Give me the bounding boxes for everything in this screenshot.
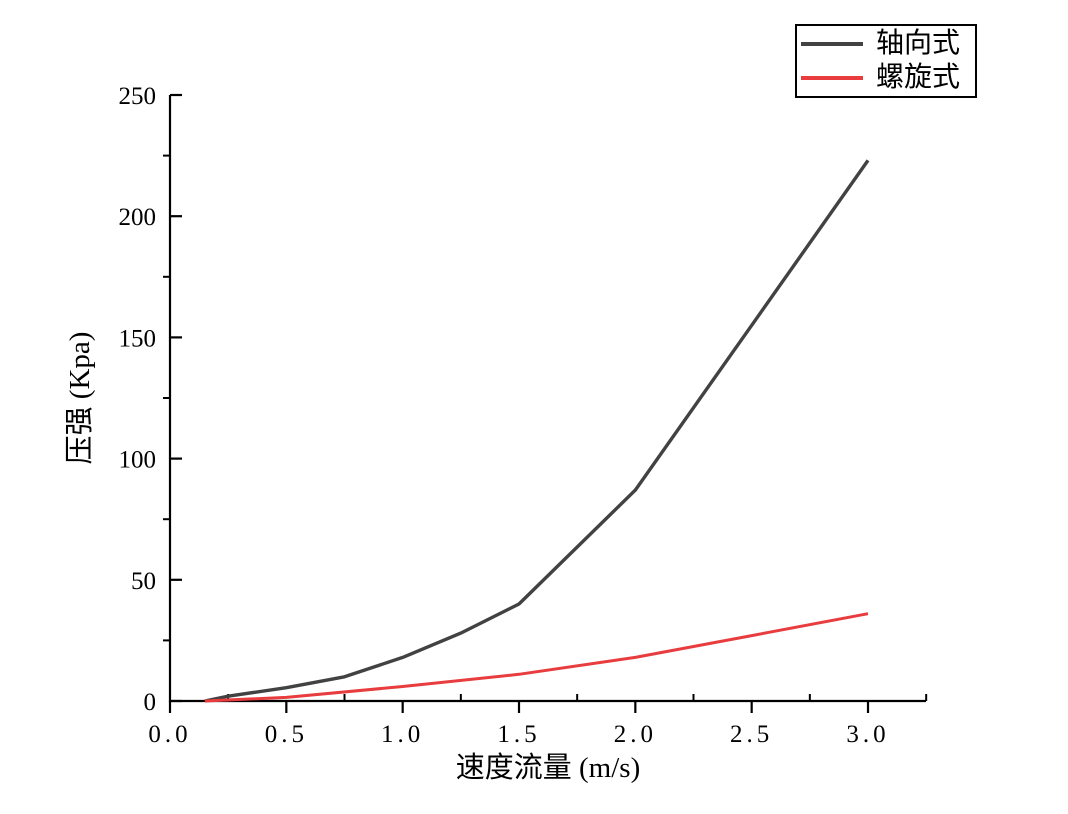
y-tick-label: 50 bbox=[131, 568, 156, 595]
y-tick-label: 250 bbox=[119, 83, 157, 110]
x-major-ticks bbox=[168, 701, 870, 713]
y-tick-labels: 0 50 100 150 200 250 bbox=[119, 83, 157, 716]
x-tick-label: 1.5 bbox=[497, 721, 540, 748]
y-tick-label: 200 bbox=[119, 204, 157, 231]
x-tick-label: 2.0 bbox=[614, 721, 657, 748]
x-tick-label: 2.5 bbox=[730, 721, 773, 748]
legend-box: 轴向式 螺旋式 bbox=[795, 24, 977, 98]
legend-item-spiral: 螺旋式 bbox=[797, 61, 975, 95]
series-spiral-line bbox=[204, 612, 869, 703]
y-tick-label: 150 bbox=[119, 325, 157, 352]
x-tick-label: 0.5 bbox=[265, 721, 308, 748]
x-minor-ticks bbox=[227, 694, 928, 701]
x-tick-label: 1.0 bbox=[381, 721, 424, 748]
y-major-ticks bbox=[170, 93, 182, 703]
spiral-line-swatch bbox=[801, 76, 863, 81]
x-tick-labels: 0.0 0.5 1.0 1.5 2.0 2.5 3.0 bbox=[148, 721, 889, 748]
x-tick-label: 0.0 bbox=[148, 721, 191, 748]
y-tick-label: 0 bbox=[144, 689, 157, 716]
legend-item-axial: 轴向式 bbox=[797, 27, 975, 61]
series-axial-line bbox=[204, 159, 870, 703]
y-axis-title: 压强 (Kpa) bbox=[64, 331, 96, 465]
series-lines bbox=[204, 159, 870, 703]
legend-label-spiral: 螺旋式 bbox=[876, 62, 961, 94]
x-axis-title: 速度流量 (m/s) bbox=[455, 752, 641, 784]
y-tick-label: 100 bbox=[119, 447, 157, 474]
axial-line-swatch bbox=[801, 41, 863, 46]
y-minor-ticks bbox=[163, 154, 170, 642]
legend-label-axial: 轴向式 bbox=[876, 27, 961, 59]
axis-spines bbox=[168, 95, 926, 703]
x-tick-label: 3.0 bbox=[846, 721, 889, 748]
